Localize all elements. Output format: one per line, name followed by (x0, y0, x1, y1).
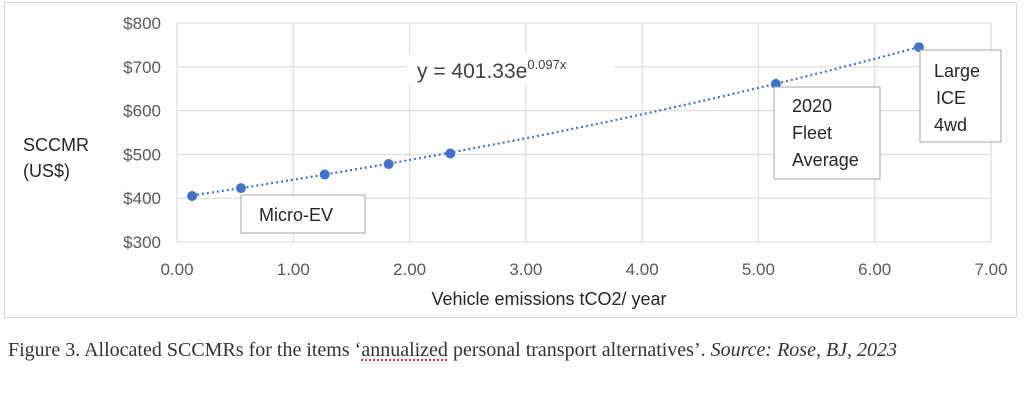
y-axis-ticks: $300 $400 $500 $600 $700 $800 (123, 14, 161, 252)
x-tick-label: 5.00 (742, 260, 775, 279)
data-point (235, 183, 246, 194)
equation-label-background (407, 54, 613, 84)
x-tick-label: 7.00 (974, 260, 1007, 279)
y-tick-label: $600 (123, 102, 161, 121)
equation-label: y = 401.33e0.097x (407, 54, 613, 84)
x-axis-ticks: 0.00 1.00 2.00 3.00 4.00 5.00 6.00 7.00 (160, 260, 1007, 279)
data-point (187, 191, 198, 202)
y-axis-title-line-1: SCCMR (23, 135, 89, 155)
data-point (319, 169, 330, 180)
annotation-large-ice: Large ICE 4wd (919, 49, 1002, 143)
y-tick-label: $400 (123, 189, 161, 208)
figure-caption: Figure 3. Allocated SCCMRs for the items… (8, 335, 1008, 365)
y-axis-title-line-2: (US$) (23, 161, 70, 181)
y-tick-label: $300 (123, 233, 161, 252)
annotation-label: 2020 (792, 96, 832, 116)
scatter-chart: $300 $400 $500 $600 $700 $800 0.00 1.00 2.00 3.0… (23, 14, 1008, 309)
annotation-label: ICE (936, 88, 966, 108)
data-point (445, 148, 456, 159)
x-tick-label: 1.00 (277, 260, 310, 279)
x-tick-label: 4.00 (626, 260, 659, 279)
annotation-label: Average (792, 150, 859, 170)
y-tick-label: $800 (123, 14, 161, 33)
annotation-micro-ev: Micro-EV (240, 194, 366, 234)
caption-prefix: Figure 3. Allocated SCCMRs for the items… (8, 339, 362, 361)
data-points (187, 42, 924, 202)
x-tick-label: 3.00 (509, 260, 542, 279)
x-tick-label: 0.00 (160, 260, 193, 279)
annotation-box (773, 86, 881, 180)
x-tick-label: 2.00 (393, 260, 426, 279)
annotation-label: 4wd (934, 115, 967, 135)
annotation-box (240, 194, 366, 234)
data-point (770, 78, 781, 89)
annotation-label: Micro-EV (259, 205, 333, 225)
data-point (383, 159, 394, 170)
y-tick-label: $500 (123, 145, 161, 164)
y-tick-label: $700 (123, 58, 161, 77)
annotation-label: Large (934, 61, 980, 81)
chart-frame: $300 $400 $500 $600 $700 $800 0.00 1.00 2.00 3.0… (4, 2, 1017, 318)
caption-middle: personal transport alternatives’. (447, 339, 711, 361)
caption-underlined-word: annualized (361, 339, 448, 361)
caption-source: Source: Rose, BJ, 2023 (710, 339, 898, 361)
annotation-label: Fleet (792, 123, 832, 143)
equation-text: y = 401.33e0.097x (417, 57, 567, 83)
x-axis-title: Vehicle emissions tCO2/ year (431, 289, 666, 309)
annotation-box (919, 49, 1002, 143)
annotation-fleet-average: 2020 Fleet Average (773, 86, 881, 180)
x-tick-label: 6.00 (858, 260, 891, 279)
